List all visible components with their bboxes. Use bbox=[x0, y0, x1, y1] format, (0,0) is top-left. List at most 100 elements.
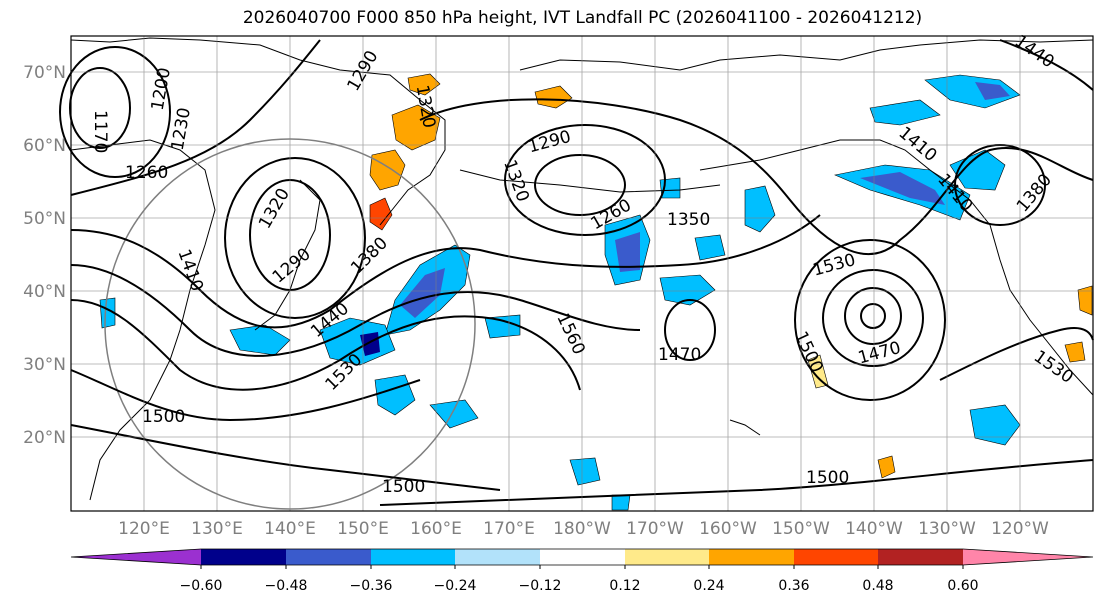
latitude-labels: 70°N 60°N 50°N 40°N 30°N 20°N bbox=[23, 63, 66, 448]
lon-label: 150°E bbox=[337, 519, 389, 539]
ivt-negative-patch bbox=[694, 234, 726, 261]
ivt-shading bbox=[99, 73, 1093, 511]
ivt-positive-patch bbox=[534, 85, 573, 109]
contour-line bbox=[504, 124, 666, 236]
contour-line bbox=[70, 39, 321, 196]
ivt-negative-patch bbox=[319, 317, 396, 366]
lon-label: 120°W bbox=[991, 519, 1049, 539]
colorbar-tick-label: −0.36 bbox=[350, 578, 393, 594]
lon-label: 170°E bbox=[483, 519, 535, 539]
colorbar-extend-max bbox=[963, 549, 1093, 565]
lat-label: 30°N bbox=[23, 355, 66, 375]
lon-label: 160°E bbox=[410, 519, 462, 539]
ivt-negative-patch bbox=[969, 404, 1021, 446]
coastline-arctic bbox=[519, 39, 1094, 71]
ivt-negative-patch bbox=[484, 314, 521, 339]
contour-line bbox=[379, 459, 1094, 506]
colorbar-tick-label: 0.24 bbox=[693, 578, 724, 594]
longitude-labels: 120°E 130°E 140°E 150°E 160°E 170°E 180°… bbox=[118, 519, 1049, 539]
contour-line bbox=[224, 157, 366, 319]
ivt-negative-patch bbox=[429, 399, 479, 429]
contour-line bbox=[69, 67, 131, 149]
ivt-negative-patch bbox=[659, 274, 716, 306]
contour-line bbox=[999, 39, 1094, 91]
colorbar: −0.60 −0.48 −0.36 −0.24 −0.12 0.12 0.24 … bbox=[70, 548, 1094, 594]
coastline-asia-north bbox=[70, 37, 421, 101]
contour-label: 1350 bbox=[667, 210, 710, 230]
ivt-positive-patch bbox=[1064, 341, 1086, 363]
lon-label: 140°E bbox=[264, 519, 316, 539]
colorbar-tick-label: 0.48 bbox=[862, 578, 893, 594]
colorbar-tick-label: −0.24 bbox=[434, 578, 477, 594]
lat-label: 70°N bbox=[23, 63, 66, 83]
contour-line bbox=[860, 303, 886, 329]
ivt-positive-patch bbox=[877, 455, 896, 479]
coastline-aleutians bbox=[459, 169, 721, 193]
lon-label: 140°W bbox=[845, 519, 903, 539]
contour-label: 1170 bbox=[90, 110, 110, 153]
ivt-negative-patch bbox=[569, 457, 601, 486]
contour-label: 1260 bbox=[125, 163, 168, 183]
lat-label: 40°N bbox=[23, 282, 66, 302]
colorbar-segment bbox=[371, 549, 455, 565]
ivt-negative-patch bbox=[615, 232, 640, 272]
colorbar-tick-label: −0.48 bbox=[265, 578, 308, 594]
contour-line bbox=[794, 239, 946, 401]
colorbar-tick-label: 0.12 bbox=[609, 578, 640, 594]
coastlines bbox=[70, 37, 1094, 501]
contour-line bbox=[70, 214, 821, 329]
colorbar-segment bbox=[455, 549, 540, 565]
lat-label: 20°N bbox=[23, 428, 66, 448]
colorbar-tick-label: −0.12 bbox=[519, 578, 562, 594]
lon-label: 160°W bbox=[699, 519, 757, 539]
contour-line bbox=[534, 154, 626, 216]
lon-label: 120°E bbox=[118, 519, 170, 539]
coastline-hawaii bbox=[729, 419, 761, 436]
contour-line bbox=[70, 369, 421, 422]
map-frame bbox=[70, 35, 1094, 512]
lat-label: 50°N bbox=[23, 209, 66, 229]
contour-line bbox=[664, 299, 716, 361]
colorbar-tick-label: −0.60 bbox=[180, 578, 223, 594]
ivt-positive-patch bbox=[369, 197, 393, 231]
contour-label: 1500 bbox=[142, 407, 185, 427]
lon-label: 150°W bbox=[772, 519, 830, 539]
contour-line bbox=[70, 424, 501, 491]
contour-line bbox=[419, 98, 1094, 256]
lat-label: 60°N bbox=[23, 136, 66, 156]
ivt-negative-patch bbox=[99, 297, 116, 329]
contour-line bbox=[939, 327, 1094, 381]
contour-label: 1470 bbox=[658, 345, 701, 365]
coastline-kamchatka bbox=[379, 99, 446, 226]
contour-label: 1500 bbox=[806, 468, 849, 488]
colorbar-segments bbox=[70, 548, 1094, 569]
height-contours bbox=[59, 39, 1094, 506]
lon-label: 130°E bbox=[191, 519, 243, 539]
colorbar-segment bbox=[201, 549, 286, 565]
coastline-asia-east bbox=[70, 139, 216, 501]
map-title: 2026040700 F000 850 hPa height, IVT Land… bbox=[242, 8, 923, 28]
contour-line bbox=[70, 299, 581, 391]
ivt-negative-patch bbox=[611, 494, 631, 511]
colorbar-tick-label: 0.60 bbox=[947, 578, 978, 594]
contour-line bbox=[59, 46, 171, 178]
lon-label: 170°W bbox=[626, 519, 684, 539]
lon-label: 180°W bbox=[553, 519, 611, 539]
ivt-positive-patch bbox=[807, 354, 829, 389]
ivt-positive-patch bbox=[1077, 285, 1093, 316]
ivt-positive-patch bbox=[369, 149, 406, 191]
ivt-negative-patch bbox=[975, 82, 1010, 100]
lon-label: 130°W bbox=[918, 519, 976, 539]
contour-line bbox=[70, 264, 641, 357]
ivt-negative-patch bbox=[400, 268, 445, 318]
map-gridlines bbox=[71, 36, 1093, 511]
colorbar-tick-label: 0.36 bbox=[778, 578, 809, 594]
colorbar-segment bbox=[878, 549, 963, 565]
colorbar-segment bbox=[286, 549, 371, 565]
colorbar-ticks: −0.60 −0.48 −0.36 −0.24 −0.12 0.12 0.24 … bbox=[180, 578, 979, 594]
colorbar-segment bbox=[794, 549, 878, 565]
colorbar-extend-min bbox=[71, 549, 202, 565]
contour-label: 1500 bbox=[382, 477, 425, 497]
contour-line bbox=[822, 269, 924, 367]
